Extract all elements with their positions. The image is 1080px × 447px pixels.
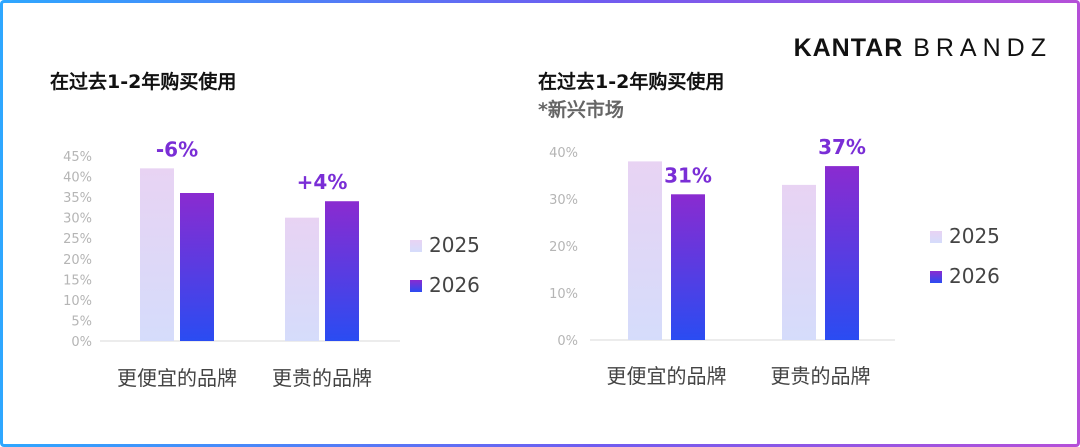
kantar-brandz-logo: KANTAR BRANDZ: [794, 34, 1052, 63]
legend-swatch-2025: [410, 240, 422, 252]
y-tick-label: 35%: [63, 191, 92, 206]
bar-2025: [628, 161, 662, 340]
chart-2-title: 在过去1-2年购买使用: [538, 71, 725, 93]
bar-2025: [782, 184, 816, 340]
y-tick-label: 25%: [63, 232, 92, 247]
bar-2026: [671, 194, 705, 340]
bar-2025: [140, 168, 174, 341]
chart-2: 0% 10% 20% 30% 40% 更便宜的品牌 31% 更贵的品牌 37% 2025 2026: [549, 135, 1000, 388]
y-tick-label: 0%: [71, 335, 92, 350]
legend-label-2025: 2025: [429, 233, 480, 257]
y-tick-label: 0%: [557, 334, 578, 349]
category-label: 更贵的品牌: [272, 366, 372, 390]
y-tick-label: 20%: [549, 240, 578, 255]
y-tick-label: 40%: [63, 171, 92, 186]
y-tick-label: 40%: [549, 146, 578, 161]
change-label: -6%: [156, 137, 198, 161]
value-label: 37%: [818, 135, 866, 159]
change-label: +4%: [297, 170, 348, 194]
y-tick-label: 30%: [63, 212, 92, 227]
logo-part-2: BRANDZ: [913, 34, 1052, 62]
y-tick-label: 45%: [63, 150, 92, 165]
legend-label-2025: 2025: [949, 224, 1000, 248]
category-label: 更贵的品牌: [771, 364, 871, 388]
legend-label-2026: 2026: [949, 264, 1000, 288]
legend-swatch-2026: [410, 280, 422, 292]
y-tick-label: 20%: [63, 253, 92, 268]
bar-2026: [325, 201, 359, 341]
legend-swatch-2026: [930, 271, 942, 283]
legend-swatch-2025: [930, 231, 942, 243]
chart-2-subtitle: *新兴市场: [538, 99, 624, 121]
logo-part-1: KANTAR: [793, 34, 904, 62]
y-tick-label: 30%: [549, 193, 578, 208]
legend-label-2026: 2026: [429, 273, 480, 297]
bar-2026: [180, 193, 214, 341]
y-tick-label: 15%: [63, 273, 92, 288]
chart-1-title: 在过去1-2年购买使用: [50, 71, 237, 93]
y-tick-label: 5%: [71, 314, 92, 329]
chart-1: 0% 5% 10% 15% 20% 25% 30% 35% 40% 45% 更便宜的品牌 -6% 更贵的…: [63, 137, 480, 390]
bar-2026: [825, 166, 859, 340]
category-label: 更便宜的品牌: [117, 366, 237, 390]
y-tick-label: 10%: [63, 294, 92, 309]
y-tick-label: 10%: [549, 287, 578, 302]
bar-2025: [285, 217, 319, 341]
value-label: 31%: [664, 163, 712, 187]
category-label: 更便宜的品牌: [607, 364, 727, 388]
